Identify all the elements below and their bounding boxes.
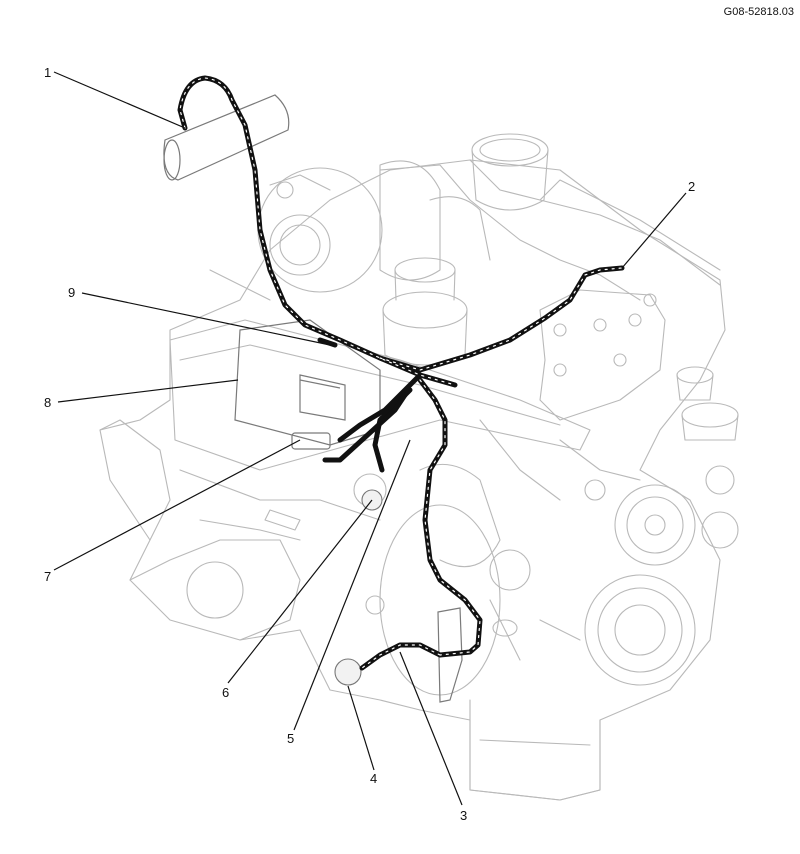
engine-outline xyxy=(99,133,739,801)
leader-7 xyxy=(53,439,301,571)
callout-4: 4 xyxy=(370,771,377,786)
callout-5: 5 xyxy=(287,731,294,746)
leader-4 xyxy=(347,685,375,771)
leader-6 xyxy=(227,499,373,684)
connector-block-7 xyxy=(291,432,331,450)
callout-8: 8 xyxy=(44,395,51,410)
callout-9: 9 xyxy=(68,285,75,300)
callout-2: 2 xyxy=(688,179,695,194)
leader-5 xyxy=(293,439,411,731)
air-intake-hose xyxy=(163,94,290,181)
callout-7: 7 xyxy=(44,569,51,584)
leader-1 xyxy=(53,71,186,129)
callout-3: 3 xyxy=(460,808,467,823)
wiring-harness xyxy=(177,75,625,671)
callout-leaders xyxy=(53,71,687,806)
leader-9 xyxy=(81,292,331,346)
leader-3 xyxy=(399,651,463,806)
callout-6: 6 xyxy=(222,685,229,700)
harness-bracket-3 xyxy=(437,607,463,703)
connector-plug-4 xyxy=(334,658,362,686)
callout-1: 1 xyxy=(44,65,51,80)
wiring-harness-texture xyxy=(179,77,623,669)
drawing-reference-number: G08-52818.03 xyxy=(723,6,794,18)
leader-8 xyxy=(57,379,239,403)
leader-2 xyxy=(621,192,687,269)
callout-labels: 1 2 3 4 5 6 7 8 9 xyxy=(44,65,695,823)
